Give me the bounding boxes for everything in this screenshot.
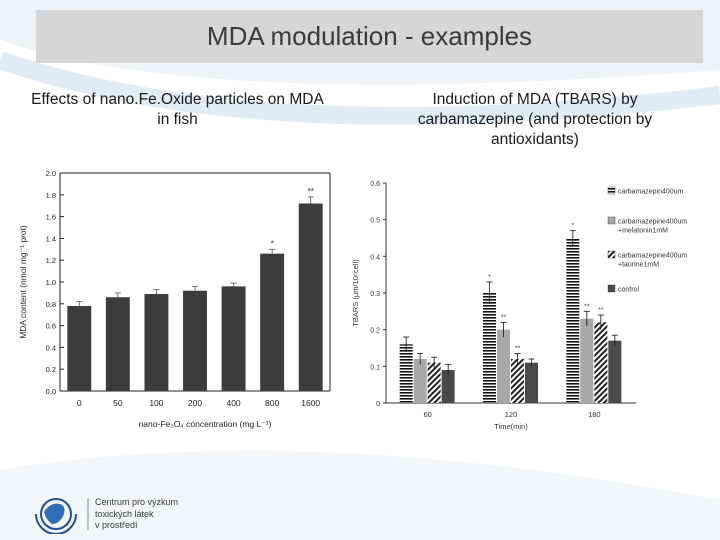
y-axis-label: TBARS (μm/10⁶cell) (351, 259, 360, 327)
bar (221, 286, 246, 391)
chart-nano-fe-oxide-svg: 0.0 0.2 0.4 0.6 0.8 1.0 1.2 1.4 1.6 1.8 2.0 0 50 100 2… (18, 169, 331, 429)
legend-swatch (607, 250, 616, 259)
legend-label-line: control (618, 287, 639, 294)
y-tick-label: 0.0 (46, 387, 56, 396)
bar (441, 370, 455, 403)
significance-label: * (571, 223, 574, 230)
bar (144, 293, 169, 391)
y-tick-label: 0.3 (370, 291, 380, 298)
x-tick-label: 180 (588, 410, 601, 419)
legend-label: carbamazepine400um +melatonin1mM (618, 219, 687, 235)
y-tick-label: 1.6 (46, 213, 56, 222)
x-tick-label: 100 (149, 398, 163, 408)
x-tick-label: 0 (77, 398, 82, 408)
bar (413, 359, 427, 403)
bar (67, 305, 92, 391)
y-tick-label: 0.4 (370, 254, 380, 261)
y-tick-label: 0.8 (46, 300, 56, 309)
y-tick-label: 1.0 (46, 278, 56, 287)
legend-label-line: carbamazepine400um (618, 253, 687, 260)
significance-label: ** (584, 303, 590, 310)
y-tick-label: 2.0 (46, 169, 56, 178)
x-tick-label: 400 (226, 398, 240, 408)
y-tick-label: 0.6 (46, 322, 56, 331)
y-tick-label: 0 (376, 401, 380, 408)
chart-nano-fe-oxide: 0.0 0.2 0.4 0.6 0.8 1.0 1.2 1.4 1.6 1.8 2.0 0 50 100 2… (14, 165, 334, 435)
significance-label: ** (515, 346, 521, 353)
y-tick-label: 0.5 (370, 218, 380, 225)
bar (594, 322, 608, 403)
y-tick-label: 1.4 (46, 234, 56, 243)
y-tick-label: 0.6 (370, 181, 380, 188)
logo-line-2: toxických látek (95, 508, 154, 519)
y-tick-label: 0.2 (370, 328, 380, 335)
x-tick-label: 1600 (301, 398, 320, 408)
y-tick-label: 0.2 (46, 365, 56, 374)
bar (497, 329, 510, 403)
x-axis-label: Time(min) (494, 422, 528, 431)
bar (483, 293, 496, 403)
legend-label-line: +melatonin1mM (618, 228, 668, 235)
significance-label: ** (308, 187, 314, 196)
logo-text: Centrum pro výzkum toxických látek v pro… (95, 497, 178, 532)
caption-right: Induction of MDA (TBARS) by carbamazepin… (417, 91, 653, 148)
legend-swatch (607, 284, 616, 293)
bar (183, 290, 207, 391)
logo-line-3: v prostředí (95, 520, 138, 530)
legend-label-line: carbamazepin400um (618, 189, 684, 196)
x-tick-label: 120 (505, 410, 518, 419)
significance-label: * (271, 239, 274, 248)
legend-label: control (618, 287, 639, 294)
legend-label: carbamazepin400um (618, 189, 684, 196)
y-tick-label: 0.4 (46, 343, 56, 352)
bar (566, 238, 580, 403)
y-axis-label: MDA content (nmol mg⁻¹ prot) (18, 225, 28, 339)
x-tick-label: 60 (423, 410, 431, 419)
significance-label: * (488, 274, 491, 281)
x-axis-label: nano-Fe₃O₄ concentration (mg L⁻¹) (139, 419, 272, 429)
caption-left: Effects of nano.Fe.Oxide particles on MD… (31, 91, 324, 128)
bar (260, 253, 285, 391)
chart-carbamazepine: 0 0.1 0.2 0.3 0.4 0.5 0.6 60 * ** ** 120 * ** ** 180 Tim… (346, 173, 708, 435)
bar (399, 344, 413, 403)
legend-label-line: carbamazepine400um (618, 219, 687, 226)
significance-label: ** (598, 307, 604, 314)
legend-swatch (607, 216, 616, 225)
y-tick-label: 1.2 (46, 256, 56, 265)
logo-line-1: Centrum pro výzkum (95, 497, 179, 507)
logo-globe (35, 498, 89, 534)
bar (105, 297, 130, 391)
slide-title: MDA modulation - examples (36, 10, 703, 63)
legend-label: carbamazepine400um +taurine1mM (618, 253, 687, 269)
chart-carbamazepine-svg: 00.10.20.30.40.50.660*****120*****180Tim… (351, 181, 687, 431)
legend-swatch (607, 186, 616, 195)
y-tick-label: 1.8 (46, 191, 56, 200)
x-tick-label: 50 (113, 398, 123, 408)
y-tick-label: 0.1 (370, 364, 380, 371)
x-tick-label: 200 (188, 398, 202, 408)
x-tick-label: 800 (265, 398, 279, 408)
bar (298, 203, 323, 391)
legend-label-line: +taurine1mM (618, 262, 659, 269)
bar (608, 340, 622, 403)
significance-label: ** (501, 314, 507, 321)
bar (580, 318, 594, 403)
bar (525, 362, 538, 403)
bar (511, 359, 524, 403)
bar (427, 362, 441, 403)
